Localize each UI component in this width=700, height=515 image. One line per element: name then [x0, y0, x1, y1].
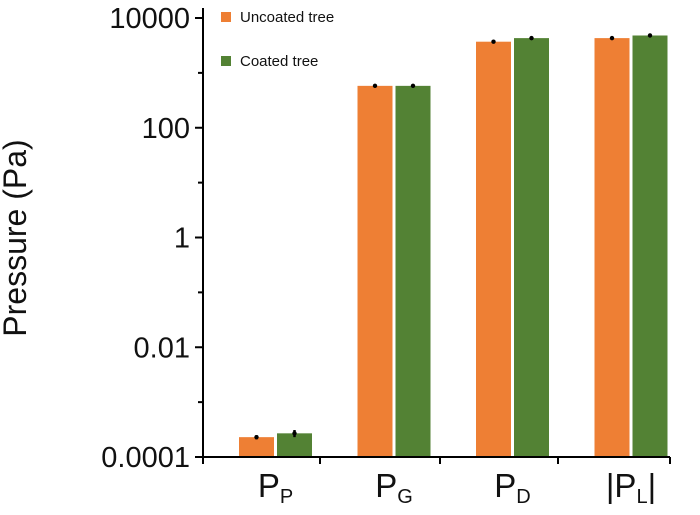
y-axis-label: Pressure (Pa): [0, 139, 33, 336]
x-category-labels: PP PG PD |PL|: [258, 467, 656, 508]
bar-uncoated-tree-1: [239, 437, 274, 457]
bars: [239, 33, 668, 458]
x-category-label: |PL|: [606, 467, 656, 508]
bar-coated-tree-3: [514, 38, 549, 458]
bar-coated-tree-4: [632, 35, 668, 458]
error-bar-cap: [410, 83, 416, 89]
error-bar-cap: [254, 434, 259, 440]
legend-label: Uncoated tree: [240, 9, 334, 26]
error-bar-cap: [292, 431, 297, 436]
x-category-label: PP: [258, 467, 293, 508]
y-tick-label: 0.0001: [101, 442, 190, 474]
bar-uncoated-tree-2: [357, 85, 393, 458]
axes: [202, 8, 670, 458]
error-bar-cap: [491, 39, 496, 44]
legend-label: Coated tree: [240, 53, 318, 70]
x-category-label: PG: [375, 467, 413, 508]
error-bar-cap: [529, 35, 534, 41]
bar-uncoated-tree-4: [594, 38, 630, 458]
bar-coated-tree-1: [277, 433, 312, 457]
bar-uncoated-tree-3: [476, 41, 511, 457]
x-category-label: PD: [494, 467, 530, 508]
y-tick-label: 1: [174, 223, 190, 255]
error-bar-cap: [609, 35, 615, 41]
bar-coated-tree-2: [395, 85, 431, 458]
error-bar-cap: [372, 83, 378, 89]
error-bar-cap: [647, 33, 653, 38]
y-tick-label: 10000: [109, 3, 190, 35]
y-ticks: 10000 100 1 0.01 0.0001: [101, 3, 671, 474]
legend-swatch: [221, 56, 231, 66]
y-tick-label: 0.01: [134, 332, 190, 364]
y-tick-label: 100: [142, 113, 190, 145]
legend-swatch: [221, 12, 231, 22]
legend: Uncoated tree Coated tree: [221, 9, 334, 70]
